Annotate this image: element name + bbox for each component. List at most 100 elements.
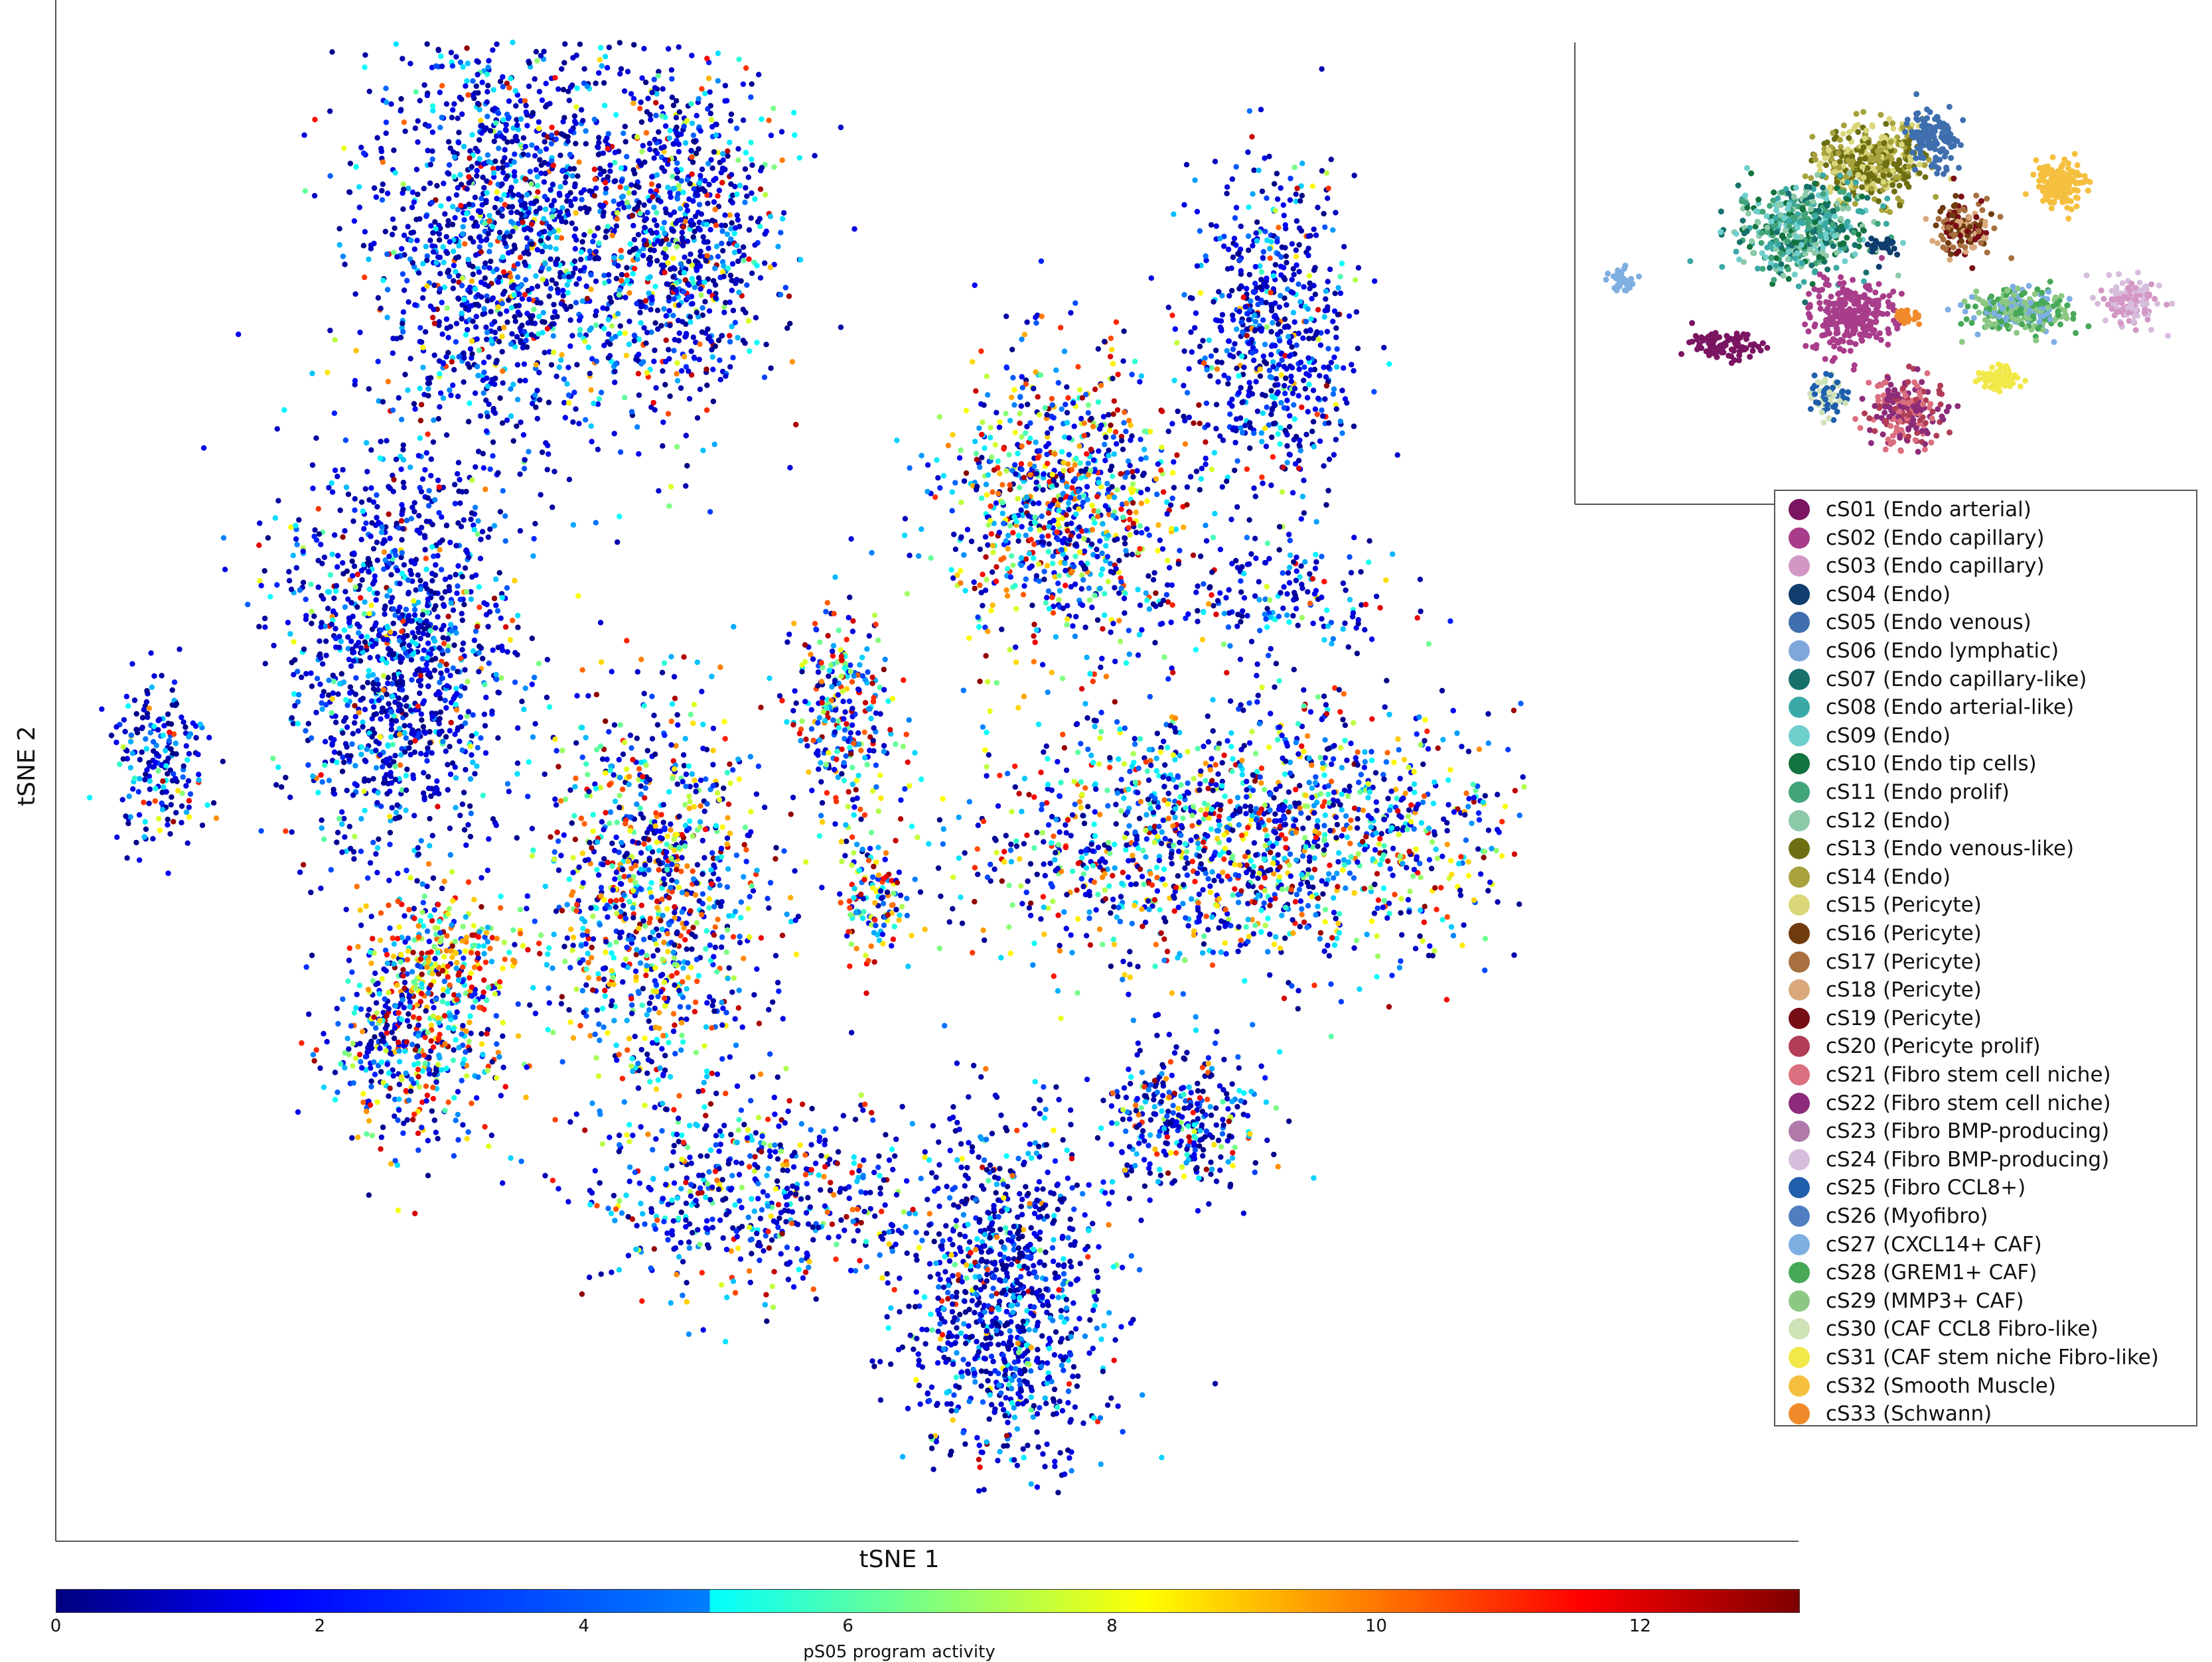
- main-point-cluster-3: [739, 1024, 745, 1030]
- main-point-cluster-0: [515, 261, 521, 267]
- main-point-cluster-3: [666, 1040, 672, 1046]
- main-point-cluster-0: [541, 179, 548, 185]
- main-point-cluster-3: [711, 932, 717, 938]
- main-point-cluster-1: [737, 182, 743, 188]
- main-point-cluster-2: [445, 787, 451, 793]
- main-point-cluster-1: [712, 265, 718, 271]
- main-point-cluster-1: [697, 386, 703, 392]
- main-point-cluster-2: [532, 521, 538, 527]
- main-point-cluster-0: [514, 274, 521, 280]
- main-point-cluster-0: [450, 382, 456, 388]
- main-point-cluster-3: [761, 804, 768, 811]
- main-point-cluster-0: [236, 331, 242, 338]
- main-point-cluster-0: [569, 332, 575, 339]
- main-point-cluster-0: [393, 41, 399, 47]
- main-point-cluster-3: [532, 1010, 539, 1016]
- main-point-cluster-0: [427, 238, 433, 243]
- main-point-cluster-2: [404, 695, 409, 701]
- main-point-cluster-3: [587, 1032, 593, 1039]
- main-point-cluster-4: [384, 1062, 390, 1068]
- main-point-cluster-1: [606, 272, 612, 278]
- main-point-cluster-3: [757, 1071, 764, 1077]
- main-point-cluster-0: [500, 368, 506, 374]
- main-point-cluster-2: [381, 566, 387, 572]
- main-point-cluster-0: [528, 316, 534, 322]
- main-point-cluster-2: [390, 742, 396, 748]
- main-point-cluster-2: [521, 706, 527, 713]
- main-point-cluster-0: [385, 378, 392, 385]
- main-point-cluster-4: [463, 1073, 470, 1079]
- main-point-cluster-0: [518, 282, 525, 288]
- main-point-cluster-3: [724, 770, 731, 776]
- main-point-cluster-1: [690, 334, 697, 340]
- main-point-cluster-3: [570, 870, 576, 876]
- main-point-cluster-3: [706, 905, 712, 911]
- main-point-cluster-3: [559, 1059, 565, 1065]
- main-point-cluster-1: [593, 185, 599, 191]
- main-point-cluster-2: [363, 440, 370, 446]
- main-point-cluster-3: [792, 868, 798, 874]
- main-point-cluster-3: [586, 788, 592, 795]
- main-point-cluster-0: [437, 90, 443, 96]
- main-point-cluster-4: [359, 1065, 365, 1071]
- main-point-cluster-3: [660, 801, 666, 808]
- main-point-cluster-4: [415, 1131, 421, 1137]
- main-point-cluster-2: [379, 656, 386, 662]
- main-point-cluster-2: [301, 862, 307, 868]
- main-point-cluster-0: [564, 282, 570, 288]
- main-point-cluster-3: [738, 899, 745, 905]
- main-point-cluster-3: [656, 848, 662, 854]
- main-point-cluster-0: [533, 362, 539, 368]
- main-point-cluster-3: [733, 852, 740, 859]
- main-point-cluster-0: [618, 66, 625, 72]
- main-point-cluster-0: [490, 439, 496, 445]
- main-point-cluster-1: [649, 230, 655, 236]
- main-point-cluster-2: [344, 744, 350, 750]
- main-point-cluster-2: [485, 624, 491, 630]
- main-point-cluster-0: [467, 155, 473, 161]
- main-point-cluster-0: [478, 536, 484, 543]
- main-point-cluster-1: [672, 266, 678, 272]
- main-point-cluster-2: [428, 472, 434, 479]
- main-point-cluster-2: [329, 551, 335, 557]
- main-point-cluster-3: [558, 1001, 564, 1007]
- main-point-cluster-1: [743, 184, 749, 191]
- main-point-cluster-1: [763, 228, 770, 234]
- main-point-cluster-0: [467, 346, 474, 352]
- main-point-cluster-4: [451, 1153, 457, 1159]
- main-point-cluster-2: [453, 701, 459, 708]
- main-point-cluster-3: [792, 917, 799, 924]
- main-point-cluster-0: [500, 165, 506, 171]
- main-point-cluster-2: [481, 711, 488, 717]
- main-point-cluster-4: [464, 1136, 470, 1142]
- main-point-cluster-1: [656, 488, 662, 494]
- main-point-cluster-3: [621, 873, 627, 880]
- main-point-cluster-0: [542, 243, 548, 249]
- main-point-cluster-5: [471, 896, 477, 903]
- main-point-cluster-0: [429, 156, 435, 163]
- main-point-cluster-0: [514, 122, 520, 128]
- main-point-cluster-3: [603, 770, 609, 776]
- main-point-cluster-1: [667, 393, 673, 399]
- main-point-cluster-0: [562, 41, 568, 47]
- main-point-cluster-4: [451, 1047, 457, 1053]
- main-point-cluster-2: [404, 787, 409, 794]
- main-point-cluster-3: [649, 736, 656, 742]
- main-point-cluster-0: [504, 173, 510, 179]
- main-point-cluster-3: [638, 792, 644, 797]
- main-point-cluster-0: [570, 270, 576, 277]
- main-point-cluster-2: [309, 620, 315, 626]
- main-point-cluster-1: [684, 176, 691, 183]
- main-point-cluster-1: [728, 236, 734, 242]
- main-point-cluster-0: [490, 174, 497, 180]
- main-point-cluster-2: [475, 518, 481, 524]
- main-point-cluster-0: [559, 66, 565, 72]
- main-point-cluster-2: [490, 816, 496, 822]
- main-point-cluster-2: [321, 596, 327, 602]
- main-point-cluster-3: [601, 856, 607, 862]
- main-point-cluster-2: [365, 569, 372, 575]
- main-point-cluster-2: [417, 690, 423, 697]
- main-point-cluster-4: [396, 1096, 402, 1102]
- main-point-cluster-2: [474, 763, 480, 770]
- main-point-cluster-0: [383, 119, 390, 125]
